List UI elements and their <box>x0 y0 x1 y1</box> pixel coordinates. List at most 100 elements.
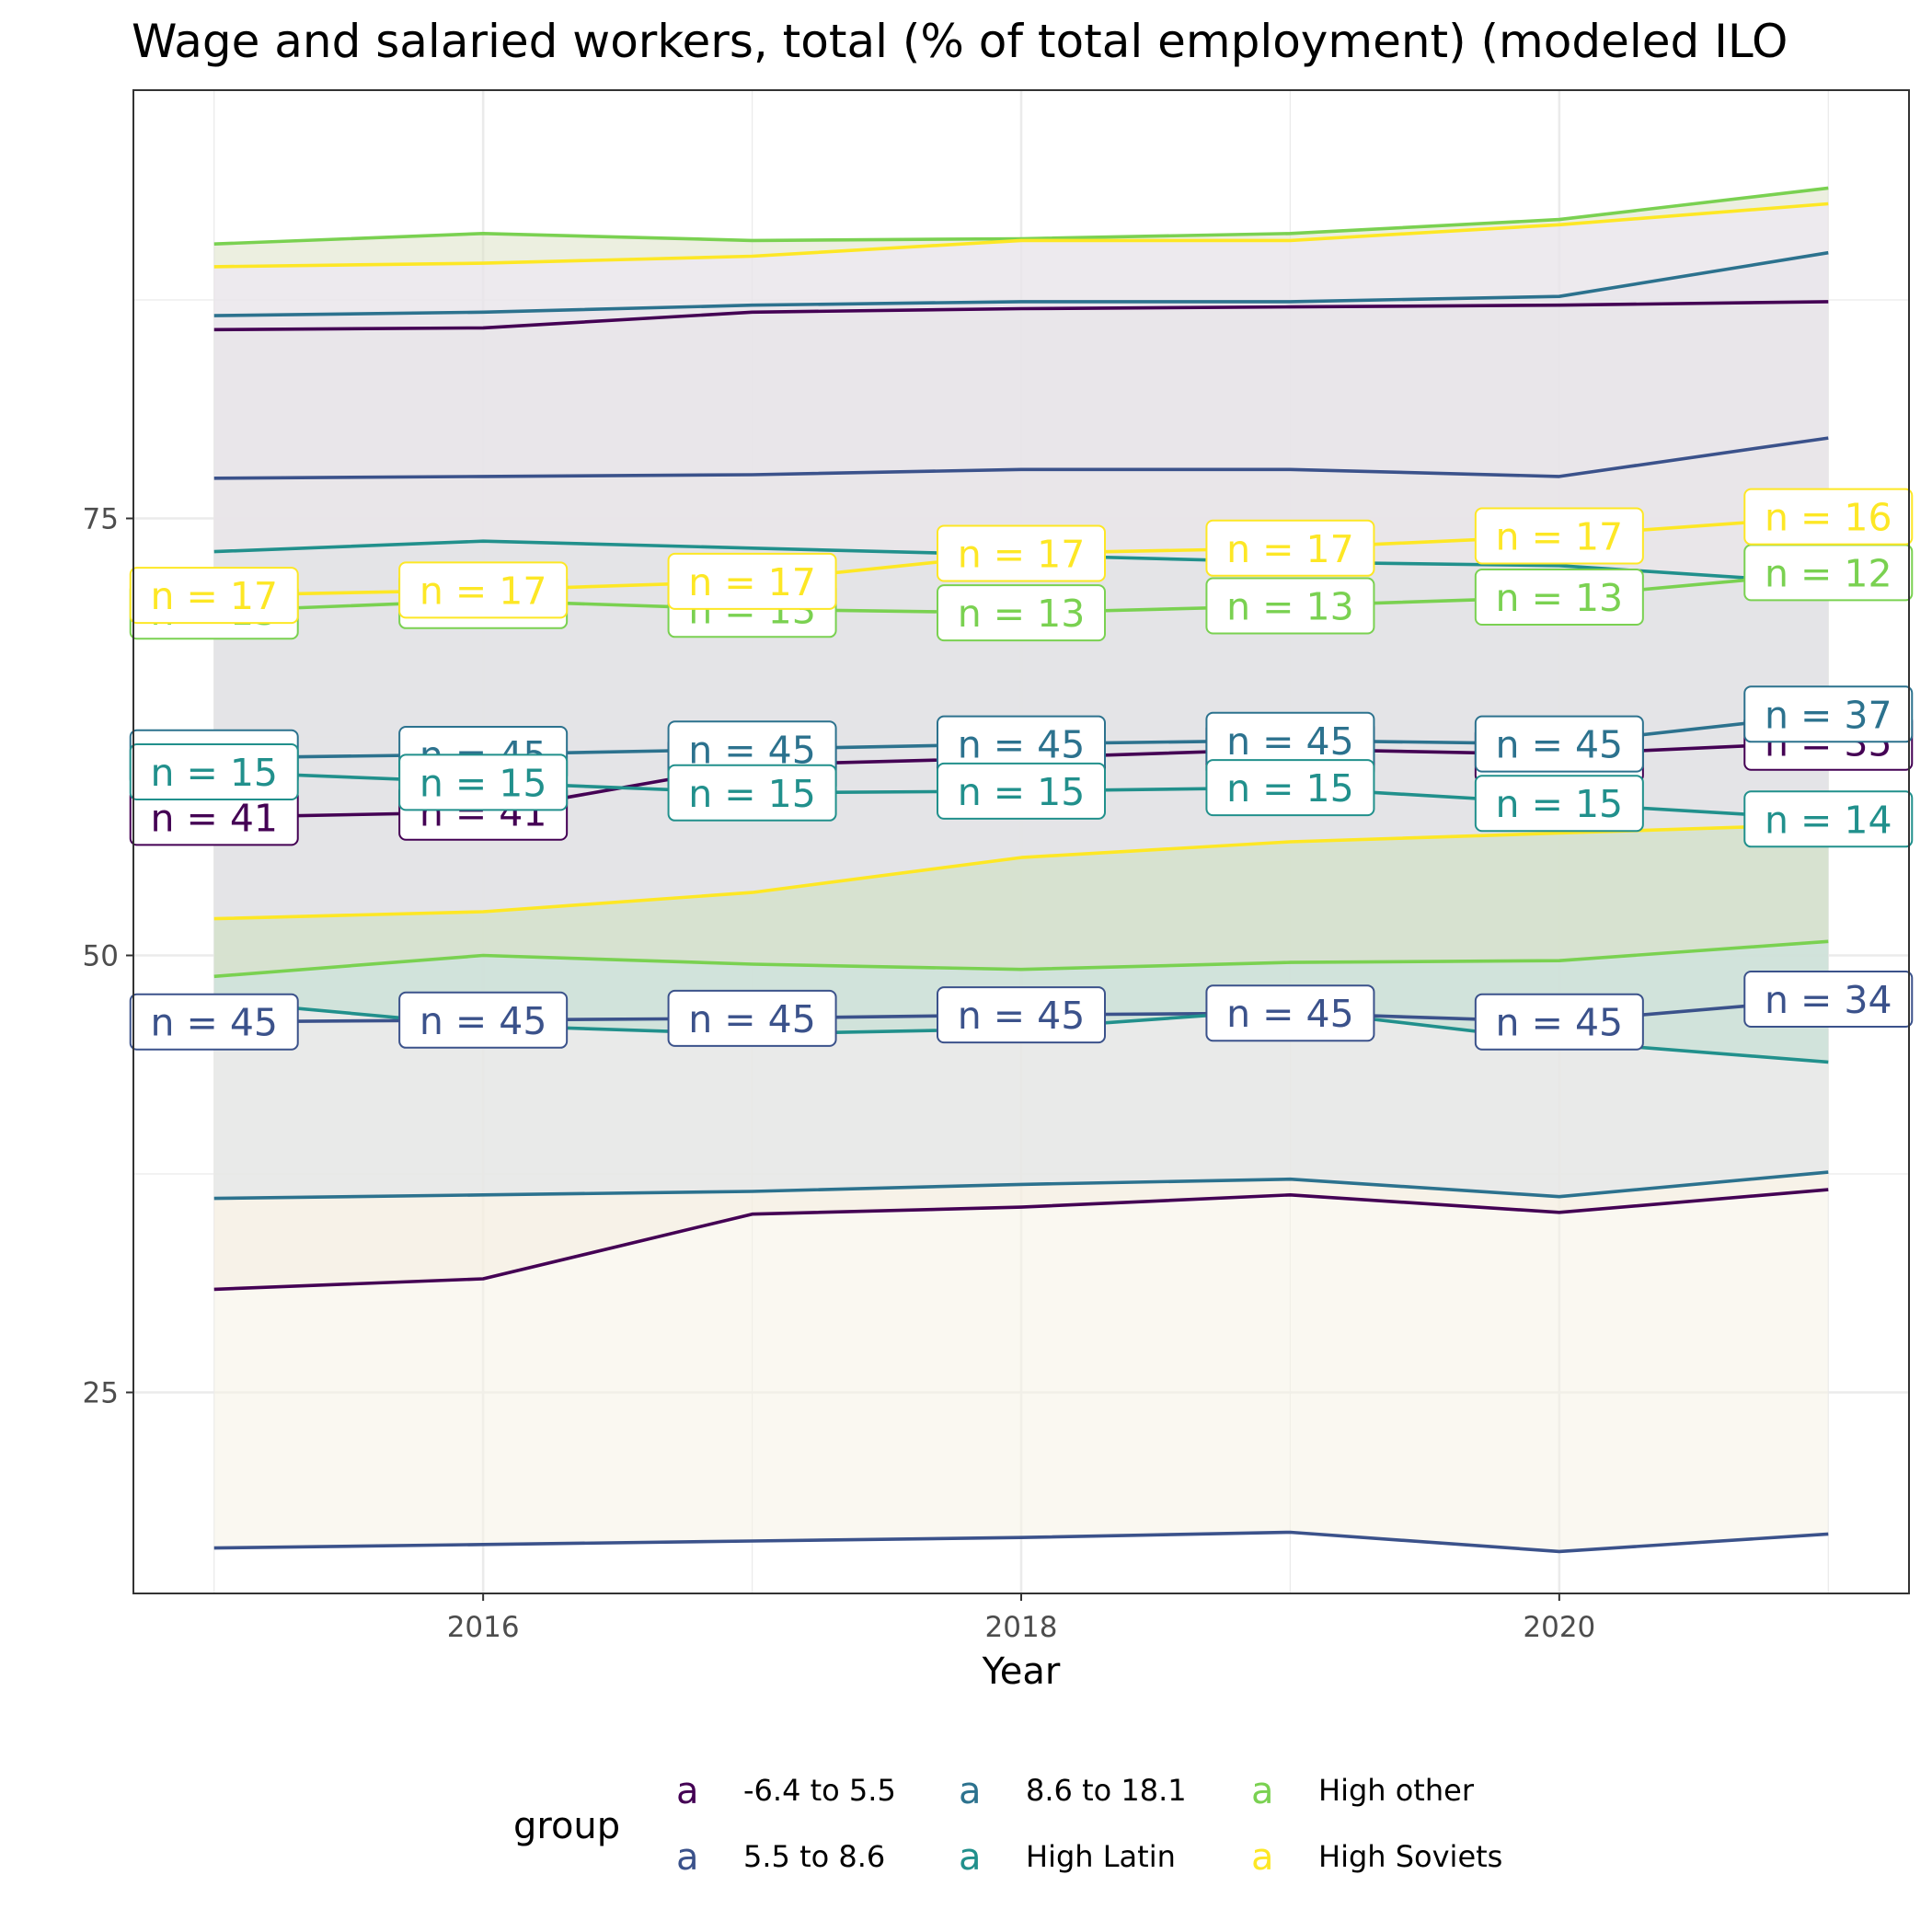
legend-item: a High Soviets <box>1251 1836 1502 1879</box>
count-label: n = 15 <box>1474 775 1644 833</box>
count-label: n = 17 <box>1205 519 1375 577</box>
legend-label: -6.4 to 5.5 <box>743 1773 896 1808</box>
count-label: n = 45 <box>937 715 1106 773</box>
count-label-text: n = 17 <box>958 533 1086 577</box>
count-label-text: n = 15 <box>420 761 547 805</box>
count-label: n = 34 <box>1743 971 1914 1028</box>
count-label: n = 13 <box>937 584 1106 642</box>
count-label-text: n = 17 <box>420 569 547 613</box>
count-label-box <box>937 524 1106 582</box>
y-tick-label: 25 <box>83 1377 119 1410</box>
legend-key-glyph: a <box>1251 1770 1274 1812</box>
count-label-box <box>1743 971 1914 1028</box>
count-label-text: n = 14 <box>1765 798 1892 842</box>
count-label-text: n = 37 <box>1765 693 1892 737</box>
series-line-lower <box>213 1188 1829 1292</box>
count-label-text: n = 17 <box>150 574 278 618</box>
count-label-box <box>1743 790 1914 848</box>
legend-items: a -6.4 to 5.5 a 5.5 to 8.6 a 8.6 to 18.1 a High… <box>676 1770 1502 1879</box>
count-label-text: n = 45 <box>958 723 1086 767</box>
count-label-text: n = 15 <box>1496 782 1624 826</box>
series-line-lower <box>213 1530 1829 1554</box>
series-line-lower <box>213 939 1829 979</box>
legend-key-glyph: a <box>959 1836 982 1879</box>
count-label-text: n = 15 <box>688 772 816 816</box>
count-label-box <box>129 993 299 1051</box>
count-label-box <box>1474 715 1644 773</box>
legend: group a -6.4 to 5.5 a 5.5 to 8.6 a 8.6 to 18.… <box>513 1770 1502 1879</box>
count-label: n = 13 <box>1474 569 1644 626</box>
count-label: n = 45 <box>1474 715 1644 773</box>
count-label-text: n = 15 <box>1226 766 1354 811</box>
legend-label: 5.5 to 8.6 <box>743 1839 885 1874</box>
legend-item: a -6.4 to 5.5 <box>676 1770 896 1812</box>
count-label-text: n = 13 <box>1226 585 1354 629</box>
count-label: n = 17 <box>667 552 837 610</box>
series-line-lower <box>213 822 1829 921</box>
count-label-text: n = 16 <box>1765 496 1892 540</box>
count-label: n = 37 <box>1743 685 1914 743</box>
count-label: n = 17 <box>1474 507 1644 565</box>
count-label-box <box>1743 488 1914 546</box>
legend-key-glyph: a <box>676 1836 699 1879</box>
count-label: n = 13 <box>1205 577 1375 635</box>
legend-key-glyph: a <box>1251 1836 1274 1879</box>
count-label-box <box>1474 993 1644 1051</box>
x-tick-label: 2016 <box>447 1611 520 1644</box>
count-label: n = 15 <box>129 743 299 800</box>
series-line-lower <box>213 1170 1829 1201</box>
ribbon-layer <box>213 188 1829 1552</box>
count-label-box <box>1474 507 1644 565</box>
count-label: n = 12 <box>1743 544 1914 602</box>
count-label: n = 45 <box>937 986 1106 1044</box>
count-label: n = 17 <box>937 524 1106 582</box>
count-label: n = 45 <box>1205 711 1375 769</box>
count-label-box <box>937 986 1106 1044</box>
count-label-layer: n = 41n = 41n = 41n = 41n = 41n = 41n = … <box>129 488 1914 1051</box>
legend-key-glyph: a <box>959 1770 982 1812</box>
count-label: n = 45 <box>398 991 569 1049</box>
x-tick-label: 2018 <box>985 1611 1058 1644</box>
series-line-upper <box>213 250 1829 317</box>
count-label: n = 45 <box>1205 984 1375 1042</box>
count-label: n = 17 <box>398 561 569 619</box>
legend-key-glyph: a <box>676 1770 699 1812</box>
count-label: n = 15 <box>667 764 837 822</box>
count-label-box <box>937 584 1106 642</box>
count-label-box <box>1205 519 1375 577</box>
count-label: n = 14 <box>1743 790 1914 848</box>
series-line-upper <box>213 300 1829 332</box>
count-label-box <box>1205 759 1375 817</box>
series-line-upper <box>213 201 1829 269</box>
count-label-box <box>1205 984 1375 1042</box>
count-label-text: n = 17 <box>688 560 816 604</box>
count-label-text: n = 34 <box>1765 978 1892 1022</box>
count-label-box <box>129 567 299 625</box>
count-label-box <box>667 989 837 1047</box>
axes: 25 50 75 2016 2018 2020 <box>83 503 1596 1645</box>
count-label-text: n = 45 <box>958 994 1086 1038</box>
legend-title: group <box>513 1805 620 1847</box>
x-tick-label: 2020 <box>1523 1611 1595 1644</box>
count-label-box <box>1474 569 1644 626</box>
count-label-text: n = 45 <box>420 999 547 1043</box>
series-line-upper <box>213 436 1829 480</box>
count-label: n = 45 <box>129 993 299 1051</box>
plot-panel: n = 41n = 41n = 41n = 41n = 41n = 41n = … <box>129 89 1914 1594</box>
legend-label: 8.6 to 18.1 <box>1026 1773 1187 1808</box>
legend-item: a 8.6 to 18.1 <box>959 1770 1187 1812</box>
count-label-text: n = 45 <box>1226 992 1354 1036</box>
legend-item: a 5.5 to 8.6 <box>676 1836 885 1879</box>
count-label-box <box>398 991 569 1049</box>
legend-label: High Latin <box>1026 1839 1176 1874</box>
count-label-text: n = 17 <box>1226 527 1354 571</box>
count-label-box <box>667 764 837 822</box>
count-label-box <box>1474 775 1644 833</box>
x-axis-title: Year <box>982 1650 1061 1693</box>
count-label-text: n = 17 <box>1496 515 1624 559</box>
y-tick-label: 50 <box>83 940 119 973</box>
legend-label: High other <box>1318 1773 1475 1808</box>
count-label-text: n = 15 <box>150 751 278 795</box>
count-label-text: n = 45 <box>688 997 816 1041</box>
